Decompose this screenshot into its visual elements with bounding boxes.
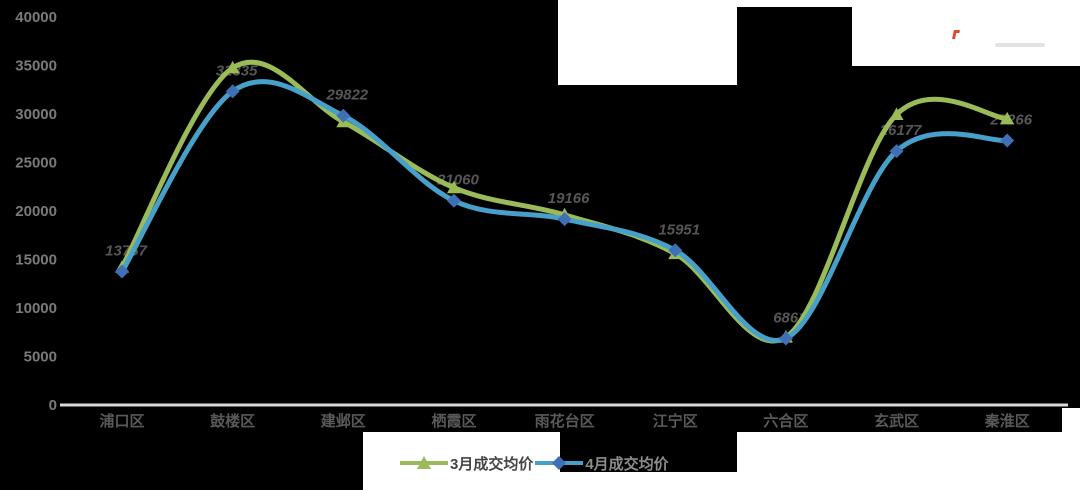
y-axis-tick-label: 5000 [24, 349, 57, 366]
background-patch [558, 0, 737, 85]
diamond-marker [778, 331, 793, 346]
diamond-marker [1000, 133, 1015, 148]
y-axis-tick-label: 35000 [15, 58, 57, 75]
triangle-marker [225, 60, 240, 74]
background-patch [560, 472, 737, 490]
x-axis-category-label: 浦口区 [99, 412, 144, 430]
data-label: 29822 [325, 87, 368, 104]
y-axis-tick-label: 0 [49, 397, 57, 414]
diamond-marker [668, 243, 683, 258]
x-axis-category-label: 雨花台区 [535, 412, 595, 430]
triangle-marker [889, 107, 904, 120]
y-axis-tick-label: 15000 [15, 252, 57, 269]
y-axis-tick-label: 30000 [15, 106, 57, 123]
legend-april-line-diamond-icon [535, 456, 584, 470]
background-patch [737, 432, 1080, 490]
gray-smudge-artifact [995, 43, 1045, 47]
background-patch [737, 0, 852, 7]
legend-item-april: 4月成交均价 [535, 453, 669, 474]
chart-legend: 3月成交均价 4月成交均价 [400, 453, 669, 473]
data-label: 19166 [548, 190, 590, 207]
y-axis-tick-label: 25000 [15, 155, 57, 172]
diamond-marker [446, 193, 461, 208]
triangle-marker [446, 180, 461, 194]
data-label: 15951 [658, 221, 700, 238]
legend-label-march: 3月成交均价 [450, 455, 534, 473]
diamond-marker [225, 84, 240, 99]
x-axis-category-label: 秦淮区 [984, 412, 1030, 430]
diamond-marker [557, 212, 572, 227]
diamond-marker [889, 144, 904, 159]
x-axis-category-label: 六合区 [763, 412, 808, 430]
y-axis-tick-label: 10000 [15, 300, 57, 317]
legend-label-april: 4月成交均价 [585, 455, 669, 473]
triangle-marker [1000, 111, 1015, 125]
legend-item-march: 3月成交均价 [400, 453, 533, 474]
y-axis-tick-label: 40000 [15, 9, 57, 26]
background-patch [363, 432, 560, 490]
diamond-marker [336, 108, 351, 123]
legend-march-line-triangle-icon [400, 456, 448, 469]
x-axis-category-label: 建邺区 [321, 412, 366, 430]
x-axis-category-label: 玄武区 [874, 412, 919, 430]
x-axis-category-label: 栖霞区 [431, 412, 476, 430]
background-patch [852, 0, 1080, 66]
x-axis-category-label: 鼓楼区 [210, 412, 255, 430]
y-axis-tick-label: 20000 [15, 203, 57, 220]
background-patch [1062, 408, 1080, 432]
diamond-marker [115, 264, 129, 279]
x-axis-category-label: 江宁区 [653, 412, 698, 430]
